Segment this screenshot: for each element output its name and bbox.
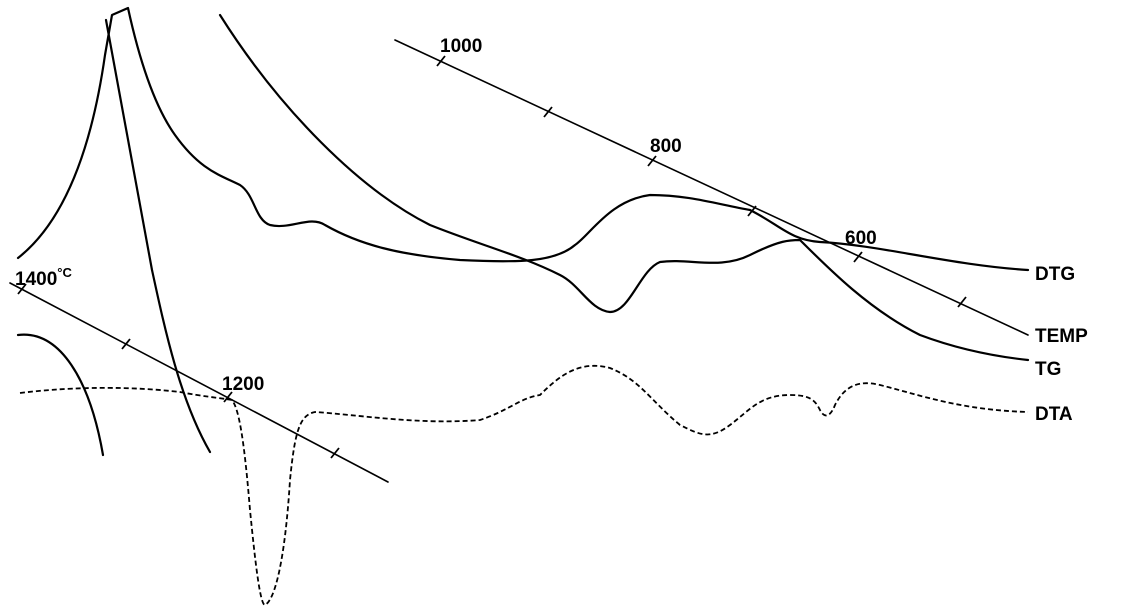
temp-line-lower (9, 282, 389, 483)
curve-label-dtg: DTG (1035, 264, 1075, 285)
temp-label-600: 600 (845, 228, 877, 249)
curve-label-temp: TEMP (1035, 326, 1088, 347)
temp-tick-1000 (436, 55, 446, 67)
curve-label-dta: DTA (1035, 404, 1073, 425)
left-steep-curve (104, 18, 212, 454)
temp-tick-900 (543, 106, 553, 118)
temp-label-1400-value: 1400 (15, 269, 57, 290)
temp-tick-600 (853, 251, 863, 263)
tg-curve (218, 13, 1030, 362)
temp-tick-1300 (121, 338, 131, 350)
dta-curve (19, 364, 1029, 606)
temp-tick-1400 (17, 283, 27, 295)
temp-tick-1200 (223, 391, 233, 403)
temp-tick-700 (747, 205, 757, 217)
bottom-left-arc (16, 333, 105, 457)
temp-label-1000: 1000 (440, 36, 482, 57)
temp-label-800: 800 (650, 136, 682, 157)
curve-label-tg: TG (1035, 359, 1061, 380)
temp-tick-500 (957, 296, 967, 308)
temp-label-1400: 1400°C (15, 265, 72, 290)
temp-label-1400-unit: °C (57, 265, 72, 280)
temp-tick-1100 (330, 447, 340, 459)
temp-label-1200: 1200 (222, 374, 264, 395)
temp-line-upper (394, 39, 1029, 336)
dtg-curve (16, 6, 1030, 272)
temp-tick-800 (647, 155, 657, 167)
temp-ticks (17, 55, 967, 459)
